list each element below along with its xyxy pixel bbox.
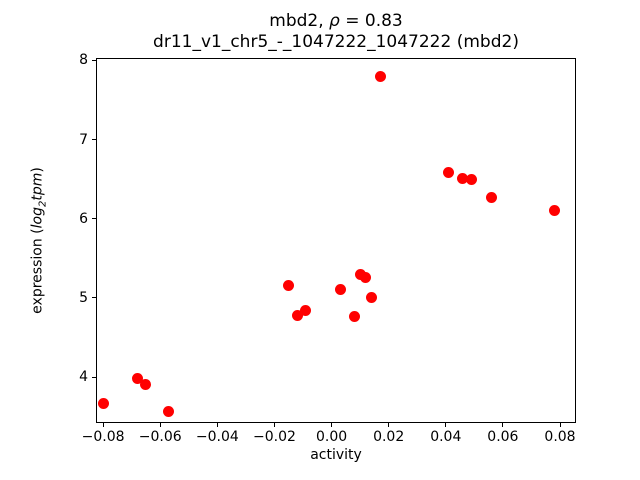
y-tick-mark <box>92 297 96 299</box>
x-tick-mark <box>273 423 275 427</box>
y-label-log: log <box>29 207 46 229</box>
data-point <box>485 191 497 203</box>
y-label-tpm: tpm <box>29 172 46 201</box>
y-tick-label: 5 <box>79 289 88 306</box>
data-point <box>300 305 312 317</box>
x-tick-label: 0.00 <box>315 429 348 445</box>
y-tick-label: 6 <box>79 210 88 227</box>
x-tick-mark <box>502 423 504 427</box>
data-point <box>374 70 386 82</box>
x-tick-mark <box>216 423 218 427</box>
x-tick-mark <box>159 423 161 427</box>
x-tick-mark <box>559 423 561 427</box>
y-tick-label: 7 <box>79 131 88 148</box>
data-point <box>548 205 560 217</box>
x-tick-mark <box>102 423 104 427</box>
data-point <box>334 284 346 296</box>
y-tick-label: 4 <box>79 369 88 386</box>
x-tick-label: −0.02 <box>253 429 296 445</box>
y-label-suffix: ) <box>29 167 46 173</box>
y-tick-label: 8 <box>79 52 88 69</box>
x-tick-label: 0.08 <box>544 429 576 445</box>
title-gene-text: mbd2, <box>269 11 330 31</box>
data-point <box>360 271 372 283</box>
title-rho-value: = 0.83 <box>339 11 403 31</box>
data-point <box>457 172 469 184</box>
data-point <box>131 373 143 385</box>
data-point <box>140 379 152 391</box>
data-point <box>291 309 303 321</box>
x-tick-label: 0.06 <box>487 429 519 445</box>
data-point <box>465 174 477 186</box>
y-tick-mark <box>92 59 96 61</box>
x-tick-mark <box>388 423 390 427</box>
y-label-prefix: expression ( <box>29 228 46 314</box>
data-point <box>163 405 175 417</box>
y-tick-mark <box>92 139 96 141</box>
y-label-subscript: 2 <box>37 200 49 208</box>
data-point <box>366 291 378 303</box>
x-tick-label: −0.06 <box>138 429 182 445</box>
data-point <box>348 311 360 323</box>
x-tick-mark <box>445 423 447 427</box>
plot-area <box>96 58 576 423</box>
y-tick-mark <box>92 376 96 378</box>
data-point <box>97 398 109 410</box>
title-line1: mbd2, ρ = 0.83 <box>96 11 576 32</box>
y-axis-label: expression (log2tpm) <box>29 101 49 381</box>
y-tick-mark <box>92 218 96 220</box>
rho-symbol: ρ <box>329 11 340 31</box>
data-point <box>283 279 295 291</box>
data-point <box>443 167 455 179</box>
x-tick-label: 0.04 <box>430 429 462 445</box>
x-tick-label: −0.08 <box>81 429 125 445</box>
x-tick-label: −0.04 <box>195 429 239 445</box>
data-point <box>354 269 366 281</box>
x-axis-label: activity <box>310 447 362 463</box>
x-tick-label: 0.02 <box>373 429 405 445</box>
chart-title: mbd2, ρ = 0.83 dr11_v1_chr5_-_1047222_10… <box>96 11 576 53</box>
title-line2: dr11_v1_chr5_-_1047222_1047222 (mbd2) <box>153 32 519 52</box>
x-tick-mark <box>331 423 333 427</box>
